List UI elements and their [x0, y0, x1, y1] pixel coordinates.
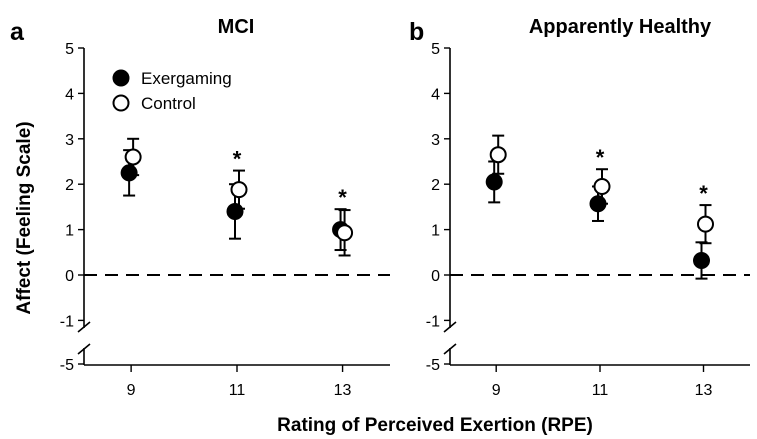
panel-b: b Apparently Healthy -5 -1 0 1 2 3 4 5 9 11 13 * *	[409, 16, 750, 399]
x-tick-label: 11	[229, 382, 246, 399]
y-axis-break-mark	[77, 343, 91, 355]
control-point	[336, 224, 354, 242]
y-axis-title: Affect (Feeling Scale)	[14, 121, 35, 314]
legend-control-marker	[112, 94, 130, 112]
y-axis-break-mark	[443, 321, 457, 333]
y-tick-label: 1	[431, 223, 440, 240]
y-tick-label: 1	[65, 223, 74, 240]
significance-star: *	[699, 181, 708, 206]
y-tick-label: 4	[431, 86, 440, 103]
y-tick-label: 2	[431, 177, 440, 194]
y-tick-label: -5	[60, 357, 74, 374]
panel-title: MCI	[218, 16, 255, 38]
panel-letter: b	[409, 18, 424, 46]
y-tick-label: 4	[65, 86, 74, 103]
panel-title: Apparently Healthy	[529, 16, 712, 38]
panel-letter: a	[10, 18, 25, 46]
y-axis-break-mark	[77, 321, 91, 333]
legend-control-label: Control	[141, 94, 196, 113]
exergaming-point	[120, 164, 138, 182]
x-tick-label: 13	[695, 382, 713, 399]
legend-exergaming-marker	[112, 69, 130, 87]
x-tick-label: 13	[334, 382, 352, 399]
y-tick-label: 0	[65, 268, 74, 285]
exergaming-point	[226, 202, 244, 220]
legend-exergaming-label: Exergaming	[141, 69, 232, 88]
y-tick-label: 2	[65, 177, 74, 194]
x-axis-title: Rating of Perceived Exertion (RPE)	[277, 415, 593, 436]
y-tick-label: -1	[60, 313, 74, 330]
x-tick-label: 11	[592, 382, 609, 399]
control-point	[697, 215, 714, 233]
exergaming-point	[485, 173, 503, 191]
control-point	[593, 177, 611, 195]
y-tick-label: 5	[65, 41, 74, 58]
control-point	[489, 146, 507, 164]
y-tick-label: 0	[431, 268, 440, 285]
y-tick-label: -5	[426, 357, 440, 374]
control-point	[124, 148, 142, 166]
y-tick-label: -1	[426, 313, 440, 330]
x-tick-label: 9	[127, 382, 136, 399]
y-axis-break-mark	[443, 343, 457, 355]
x-tick-label: 9	[492, 382, 501, 399]
y-tick-label: 3	[431, 132, 440, 149]
significance-star: *	[596, 145, 605, 170]
exergaming-point	[693, 251, 710, 269]
y-tick-label: 3	[65, 132, 74, 149]
control-point	[230, 181, 248, 199]
significance-star: *	[233, 147, 242, 172]
panel-a: a MCI -5 -1 0 1 2 3 4 5 9 11 13 * * Exergaming Control	[10, 16, 390, 399]
y-tick-label: 5	[431, 41, 440, 58]
significance-star: *	[338, 185, 347, 210]
